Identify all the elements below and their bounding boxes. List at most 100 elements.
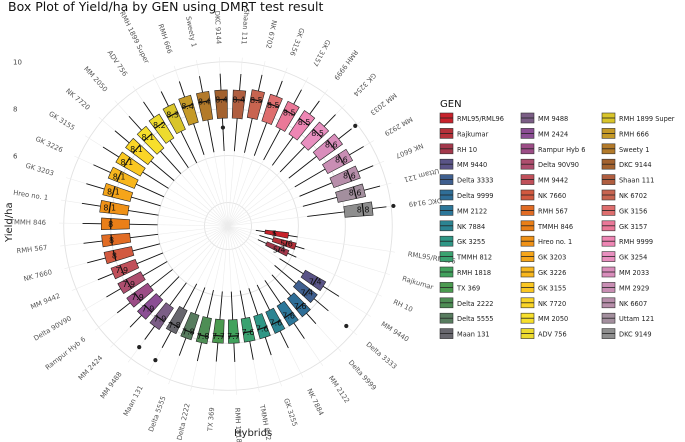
median-label: 7.9 [122,280,135,289]
category-label: NK 6607 [395,141,425,160]
legend-item: TMMH 846 [520,220,573,232]
category-label: RMH 567 [16,244,48,256]
category-label: MM 2424 [77,354,104,382]
box-body [103,246,135,265]
legend-label: Uttam 121 [619,315,654,323]
median-label: 7.9 [115,266,128,275]
median-label: 8.5 [311,129,324,138]
category-label: NK 6702 [264,19,278,49]
category-label: GK 3156 [288,27,306,57]
outlier-point [344,323,349,329]
category-label: Delta 90V90 [32,314,73,342]
box-body [265,307,286,334]
category-label: GK 3255 [282,397,299,427]
median-label: 8.1 [113,172,126,181]
x-axis-title: Hybrids [234,428,272,439]
median-line [250,98,263,103]
legend-item: Delta 9999 [439,189,493,201]
legend-label: Sweety 1 [619,146,649,154]
legend-item: MM 2033 [601,266,649,278]
median-label: 8.1 [141,133,154,142]
median-label: 7.9 [154,315,167,324]
box-body [275,100,300,132]
legend-label: MM 2122 [457,207,487,215]
legend-item: MM 2424 [520,128,568,139]
box-body [288,110,316,141]
median-line [133,292,142,302]
legend-label: RMH 1818 [457,269,491,277]
category-label: Uttam 121 [403,167,440,184]
y-tick-label: 8 [13,106,17,114]
median-label: 7.7 [212,332,225,341]
box-30: 8.3 [160,91,198,164]
legend-label: GK 3203 [538,254,566,262]
box-13: 7.8 [178,287,206,356]
legend-item: MM 2122 [439,205,487,216]
median-label: 8 [112,252,117,261]
legend-item: RMH 9999 [601,235,653,247]
legend-title: GEN [440,99,462,110]
box-body [115,151,146,177]
category-label: NK 7884 [305,387,325,417]
median-label: 8.1 [103,204,116,213]
category-label: GK 3203 [25,162,55,178]
legend-item: MM 9440 [439,158,487,170]
median-label: 8.1 [130,145,143,154]
median-line [213,334,224,337]
legend-item: DKC 9144 [601,158,652,170]
median-label: 7.8 [168,321,181,330]
median-line [232,98,245,101]
category-label: MM 9488 [99,370,124,400]
category-label: MM 2929 [383,115,414,138]
category-label: MM 2122 [327,374,351,404]
median-label: 8.1 [107,188,120,197]
category-label: Maan 131 [122,384,145,417]
box-42: 8.6 [299,165,374,197]
box-18: 7.9 [106,261,168,298]
category-label: MM 9440 [380,320,411,343]
legend-label: GK 3156 [619,207,647,215]
median-line [169,321,180,328]
y-tick-label: 10 [13,59,22,67]
outlier-point [153,358,158,363]
grid-ring [63,61,393,391]
legend-label: DKC 9149 [619,331,652,339]
legend-label: DKC 9144 [619,161,652,169]
box-26: 8.1 [102,146,169,189]
median-line [326,139,336,150]
median-line [352,186,358,199]
box-20: 8 [87,243,161,265]
box-37: 8.5 [263,89,302,161]
box-body [287,292,311,318]
legend-item: GK 3157 [601,220,647,232]
box-body [231,89,247,120]
median-line [267,102,279,108]
box-29: 8.2 [143,101,189,169]
median-label: 8 [108,220,113,229]
box-body [246,89,266,121]
box-body [264,229,289,239]
legend-item: MM 9488 [520,112,568,124]
legend-item: Delta 3333 [439,174,493,185]
y-ticks: 6 8 10 [13,59,22,161]
median-label: 8.3 [166,111,179,120]
median-line [337,154,345,166]
legend-label: Rajkumar [457,130,489,138]
median-label: 8.6 [325,141,338,150]
category-label: MM 2050 [82,65,109,94]
legend-label: Delta 3333 [457,177,493,185]
legend-label: Hreo no. 1 [538,238,572,246]
outlier-point [220,125,226,130]
median-line [346,169,353,182]
box-body [107,166,139,189]
median-line [361,203,365,216]
box-7: 7.6 [256,284,289,349]
median-label: 7.6 [294,302,307,311]
median-line [284,311,294,319]
box-34: 8.4 [231,73,247,152]
legend-item: RMH 1818 [439,266,491,278]
median-line [303,288,311,297]
legend-item: Delta 5555 [439,312,493,324]
box-43: 8.6 [302,183,381,207]
